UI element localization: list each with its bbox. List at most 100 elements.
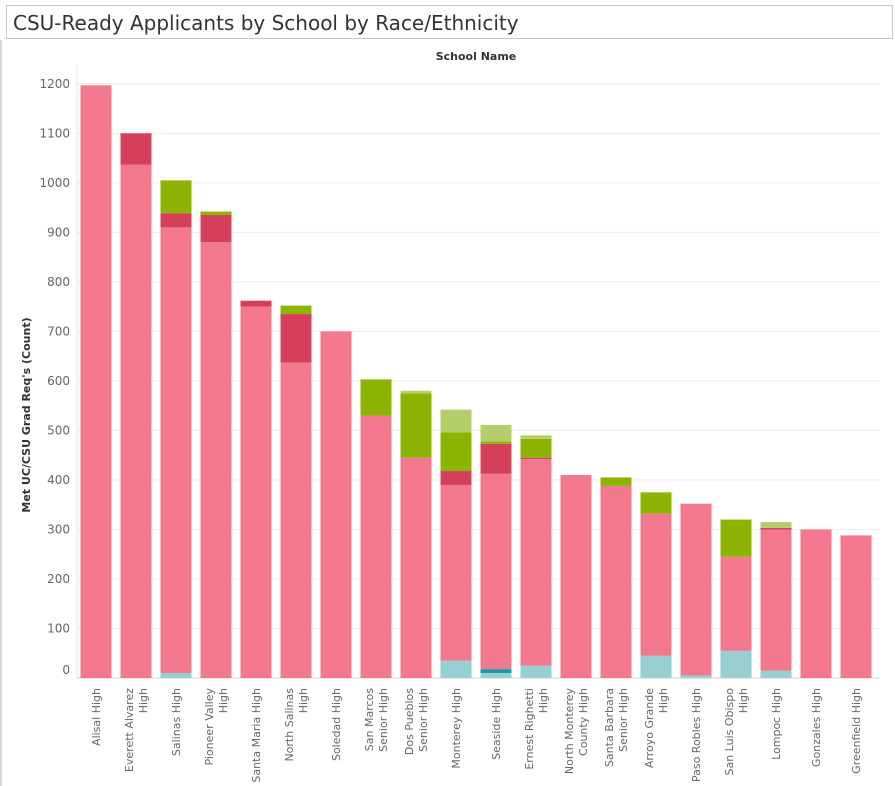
- bar-segment[interactable]: [640, 513, 672, 656]
- title-box: CSU-Ready Applicants by School by Race/E…: [6, 5, 893, 39]
- x-tick-label: Santa Barbara Senior High: [603, 688, 630, 767]
- x-tick-label-line: Salinas High: [170, 688, 183, 756]
- bar-segment[interactable]: [200, 215, 232, 243]
- y-tick-label: 200: [47, 572, 70, 586]
- bar-segment[interactable]: [280, 305, 312, 315]
- y-tick-label: 700: [47, 324, 70, 338]
- bar-segment[interactable]: [720, 519, 752, 557]
- bar-segment[interactable]: [480, 669, 512, 674]
- y-tick-label: 900: [47, 225, 70, 239]
- bar-segment[interactable]: [80, 85, 112, 678]
- bar-segment[interactable]: [480, 673, 512, 678]
- x-tick-label-line: High: [137, 688, 150, 713]
- x-tick-label-line: San Marcos: [363, 688, 376, 751]
- bar-segment[interactable]: [240, 306, 272, 678]
- x-tick-label: Arroyo Grande High: [643, 688, 670, 768]
- bar-segment[interactable]: [480, 424, 512, 442]
- bar-segment[interactable]: [520, 438, 552, 458]
- bar-segment[interactable]: [760, 527, 792, 530]
- x-tick-label-line: Seaside High: [490, 688, 503, 760]
- bar-segment[interactable]: [600, 477, 632, 486]
- bar-segment[interactable]: [520, 665, 552, 678]
- bar-segment[interactable]: [440, 484, 472, 661]
- stacked-bar-chart: School Name Met UC/CSU Grad Req's (Count…: [20, 50, 880, 783]
- bar-segment[interactable]: [760, 670, 792, 678]
- bar-segment[interactable]: [400, 457, 432, 678]
- bar-segment[interactable]: [640, 492, 672, 514]
- bar-segment[interactable]: [440, 409, 472, 433]
- bar-segment[interactable]: [160, 673, 192, 678]
- bar-segment[interactable]: [760, 529, 792, 671]
- page-title: CSU-Ready Applicants by School by Race/E…: [13, 11, 519, 35]
- bar-segment[interactable]: [800, 529, 832, 678]
- gridlines: [77, 83, 880, 679]
- bar-segment[interactable]: [520, 459, 552, 666]
- bar-segment[interactable]: [360, 379, 392, 416]
- bar-segment[interactable]: [680, 503, 712, 676]
- x-tick-label: Paso Robles High: [690, 688, 703, 782]
- bar-segment[interactable]: [480, 473, 512, 670]
- bar-segment[interactable]: [160, 213, 192, 228]
- bar-segment[interactable]: [280, 362, 312, 678]
- y-axis-title: Met UC/CSU Grad Req's (Count): [20, 317, 33, 512]
- bar-segment[interactable]: [160, 180, 192, 214]
- x-tick-label: Pioneer Valley High: [203, 688, 230, 766]
- x-tick-label: Gonzales High: [810, 688, 823, 767]
- bar-segment[interactable]: [520, 435, 552, 439]
- bar-segment[interactable]: [200, 211, 232, 216]
- bar-segment[interactable]: [640, 655, 672, 678]
- bar-segment[interactable]: [760, 522, 792, 528]
- bar-segment[interactable]: [480, 441, 512, 444]
- x-tick-label-line: Santa Barbara: [603, 688, 616, 767]
- x-axis-labels: Alisal High Everett Alvarez High Salinas Hi…: [90, 688, 863, 783]
- bar-segment[interactable]: [680, 675, 712, 678]
- x-tick-label: Ernest Righetti High: [523, 688, 550, 770]
- bar-segment[interactable]: [200, 242, 232, 679]
- bar-segment[interactable]: [400, 390, 432, 394]
- bar-segment[interactable]: [120, 164, 152, 679]
- x-tick-label: Lompoc High: [770, 688, 783, 760]
- y-tick-label: 100: [47, 621, 70, 635]
- x-tick-label-line: Paso Robles High: [690, 688, 703, 782]
- x-tick-label-line: High: [297, 688, 310, 713]
- x-tick-label-line: High: [217, 688, 230, 713]
- x-tick-label: Monterey High: [450, 688, 463, 769]
- bar-segment[interactable]: [360, 415, 392, 678]
- bar-segment[interactable]: [320, 331, 352, 678]
- x-tick-label: Salinas High: [170, 688, 183, 756]
- x-tick-label-line: North Salinas: [283, 688, 296, 762]
- column-header: School Name: [436, 50, 517, 63]
- x-tick-label: Santa Maria High: [250, 688, 263, 783]
- x-tick-label-line: San Luis Obispo: [723, 688, 736, 776]
- bar-segment[interactable]: [120, 133, 152, 165]
- x-tick-label-line: Everett Alvarez: [123, 688, 136, 772]
- x-tick-label-line: Santa Maria High: [250, 688, 263, 783]
- bar-segment[interactable]: [560, 474, 592, 678]
- bar-segment[interactable]: [280, 314, 312, 363]
- x-tick-label-line: Gonzales High: [810, 688, 823, 767]
- x-tick-label: Seaside High: [490, 688, 503, 760]
- x-tick-label-line: Greenfield High: [850, 688, 863, 774]
- bar-segment[interactable]: [840, 535, 872, 678]
- bar-segment[interactable]: [720, 650, 752, 678]
- bar-segment[interactable]: [720, 556, 752, 651]
- bar-segment[interactable]: [440, 432, 472, 472]
- x-tick-label-line: Arroyo Grande: [643, 688, 656, 768]
- x-tick-label-line: High: [537, 688, 550, 713]
- x-tick-label-line: North Monterey: [563, 688, 576, 775]
- bar-segment[interactable]: [400, 393, 432, 458]
- x-tick-label-line: High: [657, 688, 670, 713]
- bar-segment[interactable]: [160, 227, 192, 674]
- bar-segment[interactable]: [440, 471, 472, 485]
- x-tick-label-line: Senior High: [377, 688, 390, 752]
- bar-segment[interactable]: [480, 443, 512, 474]
- bar-segment[interactable]: [600, 485, 632, 678]
- bar-segment[interactable]: [440, 660, 472, 678]
- bar-segment[interactable]: [240, 300, 272, 307]
- bar-segment[interactable]: [520, 457, 552, 460]
- x-tick-label: Alisal High: [90, 688, 103, 746]
- pane-divider: [0, 40, 2, 786]
- x-tick-label-line: Lompoc High: [770, 688, 783, 760]
- y-tick-label: 1000: [39, 176, 70, 190]
- y-tick-label: 0: [62, 663, 70, 677]
